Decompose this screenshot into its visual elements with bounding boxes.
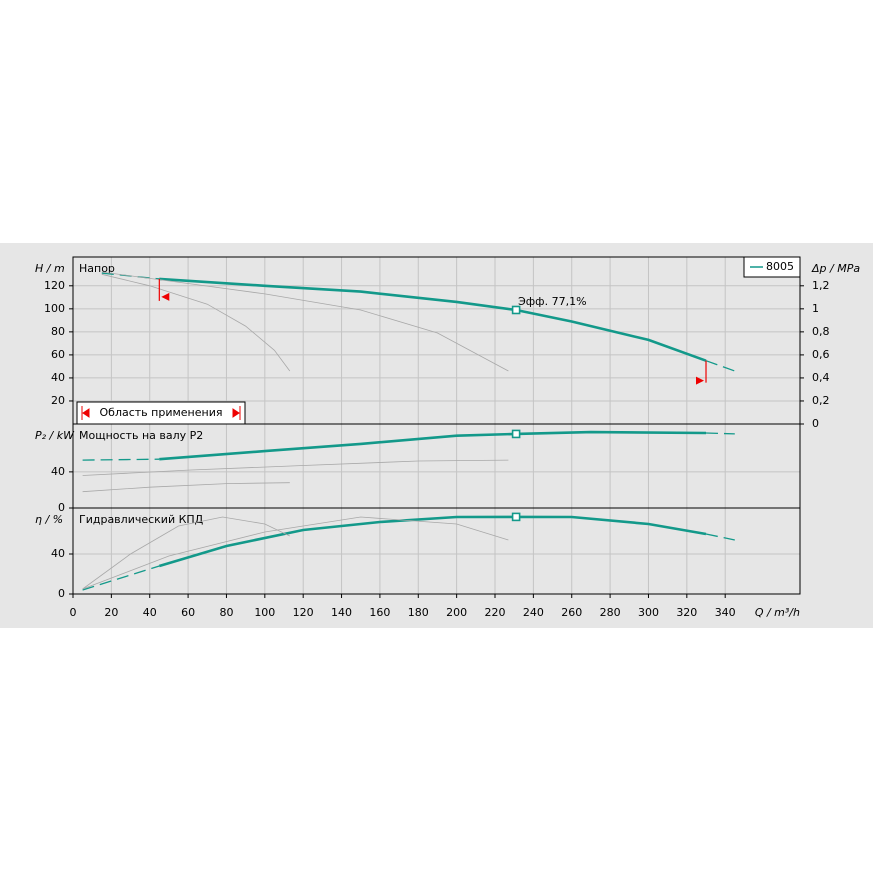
reference-curve [82, 482, 290, 493]
reference-curve [82, 516, 509, 590]
duty-point-label: Эфф. 77,1% [518, 295, 586, 308]
y2-tick-label: 0,6 [812, 348, 830, 361]
y-tick-label: 100 [44, 302, 65, 315]
x-axis-label: Q / m³/h [755, 606, 800, 619]
range-arrow [696, 376, 705, 385]
panel-frame [72, 507, 801, 595]
main-curve [705, 432, 735, 435]
duty-point [511, 305, 521, 315]
reference-curve [101, 273, 291, 372]
x-tick-label: 240 [523, 606, 544, 619]
panel-title: Напор [79, 262, 115, 275]
main-curve [705, 360, 736, 372]
main-curve [82, 565, 160, 591]
y-tick-label: 0 [58, 587, 65, 600]
x-tick-label: 20 [104, 606, 118, 619]
x-tick-label: 100 [254, 606, 275, 619]
x-tick-label: 40 [143, 606, 157, 619]
y-tick-label: 20 [51, 394, 65, 407]
x-tick-label: 0 [70, 606, 77, 619]
x-tick-label: 200 [446, 606, 467, 619]
x-tick-label: 120 [293, 606, 314, 619]
x-tick-label: 320 [676, 606, 697, 619]
main-curve [82, 458, 160, 461]
y-tick-label: 0 [58, 501, 65, 514]
y-tick-label: 40 [51, 371, 65, 384]
x-tick-label: 160 [369, 606, 390, 619]
main-curve [158, 515, 707, 568]
duty-point [511, 429, 521, 439]
y-axis-label: η / % [35, 513, 63, 526]
panel-title: Мощность на валу P2 [79, 429, 203, 442]
panel-title: Гидравлический КПД [79, 513, 204, 526]
range-box-arrows [81, 406, 241, 420]
panel [73, 257, 800, 424]
x-tick-label: 300 [638, 606, 659, 619]
y-tick-label: 40 [51, 547, 65, 560]
range-label: Область применения [100, 406, 223, 419]
x-tick-label: 180 [408, 606, 429, 619]
duty-point [511, 512, 521, 522]
y-tick-label: 80 [51, 325, 65, 338]
y2-tick-label: 0,8 [812, 325, 830, 338]
x-tick-label: 280 [600, 606, 621, 619]
x-tick-label: 220 [485, 606, 506, 619]
main-curve [705, 533, 735, 541]
y-axis-label: H / m [35, 262, 65, 275]
reference-curve [101, 271, 509, 372]
reference-curve [82, 516, 290, 590]
x-tick-label: 60 [181, 606, 195, 619]
y-tick-label: 120 [44, 279, 65, 292]
y2-tick-label: 0 [812, 417, 819, 430]
legend-label: 8005 [766, 260, 794, 273]
y-tick-label: 40 [51, 465, 65, 478]
x-tick-label: 140 [331, 606, 352, 619]
y2-tick-label: 1,2 [812, 279, 830, 292]
main-curve [159, 430, 707, 461]
y2-tick-label: 1 [812, 302, 819, 315]
x-tick-label: 260 [561, 606, 582, 619]
range-arrow [161, 292, 170, 301]
y-axis-label: P₂ / kW [35, 429, 75, 442]
y2-tick-label: 0,4 [812, 371, 830, 384]
y2-axis-label: Δp / MPa [811, 262, 860, 275]
x-tick-label: 340 [715, 606, 736, 619]
y2-tick-label: 0,2 [812, 394, 830, 407]
reference-curve [82, 459, 509, 476]
x-tick-label: 80 [219, 606, 233, 619]
y-tick-label: 60 [51, 348, 65, 361]
main-curve [159, 277, 707, 362]
